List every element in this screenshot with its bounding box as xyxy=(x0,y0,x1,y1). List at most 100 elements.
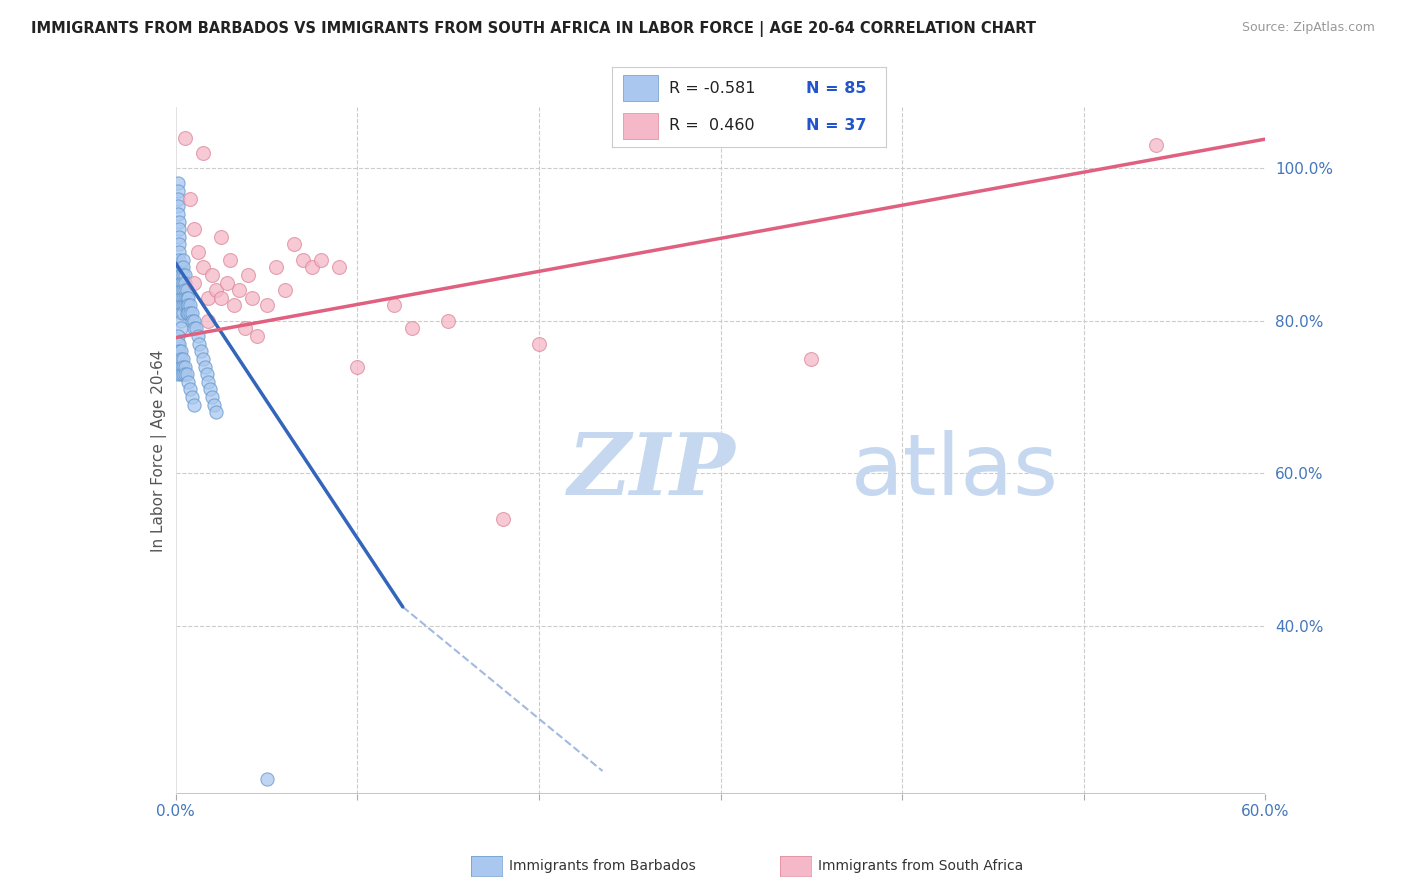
Point xyxy=(346,359,368,374)
Point xyxy=(170,306,193,320)
Point xyxy=(170,344,193,359)
Point xyxy=(169,252,191,267)
Point xyxy=(172,359,194,374)
Point xyxy=(233,321,256,335)
Point xyxy=(169,245,191,260)
Point xyxy=(401,321,423,335)
Point xyxy=(437,314,460,328)
Point xyxy=(1146,138,1168,153)
Text: Immigrants from South Africa: Immigrants from South Africa xyxy=(818,859,1024,873)
Point xyxy=(170,314,193,328)
Point xyxy=(166,367,188,381)
Point xyxy=(209,229,232,244)
Point xyxy=(170,367,193,381)
Point xyxy=(166,329,188,343)
Point xyxy=(246,329,269,343)
Point xyxy=(301,260,323,275)
Point xyxy=(179,306,201,320)
Point xyxy=(181,314,204,328)
Point xyxy=(176,283,198,297)
Text: IMMIGRANTS FROM BARBADOS VS IMMIGRANTS FROM SOUTH AFRICA IN LABOR FORCE | AGE 20: IMMIGRANTS FROM BARBADOS VS IMMIGRANTS F… xyxy=(31,21,1036,37)
Point xyxy=(170,359,193,374)
Point xyxy=(179,192,201,206)
Point xyxy=(170,283,193,297)
Point xyxy=(197,291,219,305)
Point xyxy=(177,306,200,320)
FancyBboxPatch shape xyxy=(623,75,658,102)
Point xyxy=(492,512,515,526)
FancyBboxPatch shape xyxy=(623,112,658,139)
Point xyxy=(172,306,194,320)
Point xyxy=(309,252,332,267)
Point xyxy=(170,276,193,290)
Point xyxy=(256,772,278,786)
Point xyxy=(291,252,314,267)
Point xyxy=(240,291,263,305)
Point xyxy=(172,276,194,290)
Point xyxy=(264,260,287,275)
Point xyxy=(197,314,219,328)
Point xyxy=(166,199,188,213)
Point xyxy=(169,260,191,275)
Point xyxy=(177,298,200,312)
Point xyxy=(166,192,188,206)
Point xyxy=(166,336,188,351)
Text: Immigrants from Barbados: Immigrants from Barbados xyxy=(509,859,696,873)
Point xyxy=(177,375,200,389)
Point xyxy=(173,268,195,282)
Point xyxy=(173,283,195,297)
Point xyxy=(197,375,219,389)
Point xyxy=(190,344,212,359)
Point xyxy=(283,237,305,252)
Point xyxy=(173,130,195,145)
Point xyxy=(166,351,188,366)
Point xyxy=(204,405,226,419)
Point xyxy=(172,351,194,366)
Point xyxy=(170,268,193,282)
Point xyxy=(204,283,226,297)
Point xyxy=(172,298,194,312)
Point xyxy=(172,283,194,297)
Point xyxy=(191,351,214,366)
Text: ZIP: ZIP xyxy=(568,429,735,513)
Point xyxy=(256,298,278,312)
Point xyxy=(169,222,191,236)
Point xyxy=(169,344,191,359)
Point xyxy=(166,177,188,191)
Point xyxy=(191,145,214,160)
Y-axis label: In Labor Force | Age 20-64: In Labor Force | Age 20-64 xyxy=(152,350,167,551)
Point xyxy=(202,398,225,412)
Point xyxy=(173,276,195,290)
Point xyxy=(172,367,194,381)
Point xyxy=(169,237,191,252)
Point xyxy=(201,390,224,404)
Point xyxy=(170,298,193,312)
Point xyxy=(209,291,232,305)
Point xyxy=(186,329,209,343)
Point xyxy=(194,359,217,374)
Point xyxy=(170,291,193,305)
Text: R =  0.460: R = 0.460 xyxy=(669,118,755,133)
Point xyxy=(222,298,245,312)
Point xyxy=(172,252,194,267)
Point xyxy=(176,367,198,381)
Point xyxy=(166,184,188,198)
Point xyxy=(382,298,405,312)
Text: R = -0.581: R = -0.581 xyxy=(669,81,755,96)
Point xyxy=(800,351,823,366)
Point xyxy=(166,207,188,221)
Point xyxy=(274,283,297,297)
Point xyxy=(188,336,211,351)
Point xyxy=(181,390,204,404)
Point xyxy=(166,359,188,374)
Point xyxy=(191,260,214,275)
Point xyxy=(228,283,250,297)
Point xyxy=(173,367,195,381)
Point xyxy=(179,383,201,397)
Point xyxy=(170,351,193,366)
Text: N = 85: N = 85 xyxy=(806,81,866,96)
Point xyxy=(170,276,193,290)
Point xyxy=(238,268,260,282)
Point xyxy=(186,245,209,260)
Point xyxy=(169,229,191,244)
